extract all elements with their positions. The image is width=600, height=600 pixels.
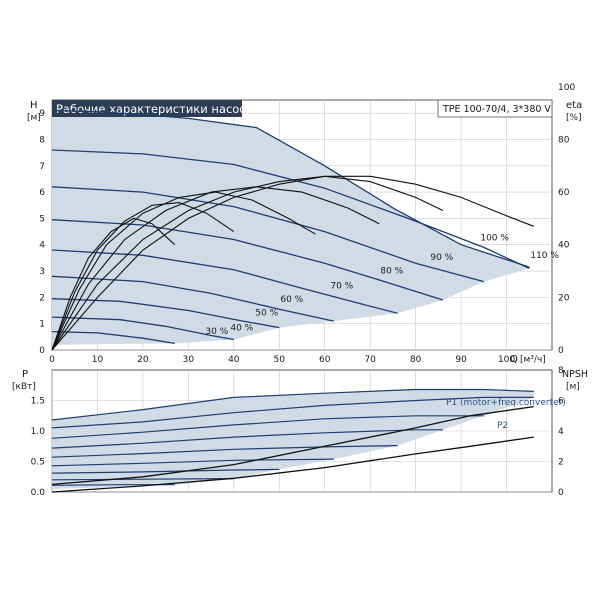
efficiency-curve (51, 186, 380, 351)
power-tick-label: 0.5 (31, 458, 45, 468)
title-box (52, 100, 242, 117)
head-curve (51, 316, 234, 341)
speed-label: 100 % (480, 233, 509, 243)
power-curve (51, 388, 534, 421)
head-axis-label: H (30, 100, 38, 111)
head-curve (51, 219, 444, 301)
head-curve (51, 275, 334, 322)
y-tick-label: 6 (39, 188, 45, 198)
eta-tick-label: 0 (558, 346, 564, 356)
head-ticks: 0 10 20 30 40 50 60 70 80 90 100012345678902040608… (39, 83, 575, 365)
eta-tick-label: 20 (558, 293, 570, 303)
speed-label: 80 % (380, 267, 403, 277)
eta-tick-label: 60 (558, 188, 570, 198)
power-area (52, 389, 534, 489)
y-tick-label: 1 (39, 320, 45, 330)
efficiency-curve (51, 191, 316, 351)
eta-tick-label: 40 (558, 241, 570, 251)
power-ticks: 0.0 0.5 1.0 1.5 0 2 4 6 8 (31, 366, 564, 498)
npsh-tick-label: 2 (558, 458, 564, 468)
x-tick-label: 70 (364, 355, 376, 365)
power-curves (51, 388, 534, 493)
power-curve (51, 415, 484, 439)
eta-tick-label: 100 (558, 83, 575, 93)
x-tick-label: 10 (92, 355, 104, 365)
y-tick-label: 9 (39, 109, 45, 119)
model-label-box (437, 99, 553, 118)
head-curves: 110 % 100 % 90 % 80 % 70 % 60 %50 %40 %30 % (51, 109, 559, 345)
eta-axis-unit: [%] (566, 113, 582, 123)
x-tick-label: 30 (183, 355, 195, 365)
speed-label: 110 % (530, 251, 559, 261)
x-tick-label: 20 (137, 355, 149, 365)
power-curve (51, 445, 398, 458)
eta-axis-label: eta (566, 100, 582, 111)
head-axis-unit: [м] (27, 113, 41, 123)
npsh-tick-label: 6 (558, 397, 564, 407)
npsh-tick-label: 4 (558, 427, 564, 437)
x-tick-label: 40 (228, 355, 240, 365)
power-curve (51, 458, 334, 467)
y-tick-label: 2 (39, 293, 45, 303)
npsh-axis-label: NPSH (562, 369, 588, 380)
flow-axis-unit: [м³/ч] (520, 355, 546, 365)
head-curve (51, 330, 175, 345)
x-tick-label: 90 (455, 355, 467, 365)
y-tick-label: 0 (39, 346, 45, 356)
efficiency-curve (51, 202, 235, 351)
y-tick-label: 5 (39, 214, 45, 224)
x-tick-label: 50 (274, 355, 286, 365)
head-curve (51, 298, 280, 329)
x-tick-label: 80 (410, 355, 422, 365)
npsh-tick-label: 0 (558, 488, 564, 498)
efficiency-curve (51, 175, 534, 351)
power-tick-label: 0.0 (31, 488, 46, 498)
chart-title: Рабочие характеристики насоса (56, 102, 253, 116)
x-tick-label: 60 (319, 355, 331, 365)
head-panel: Рабочие характеристики насоса TPE 100-70… (27, 83, 582, 365)
speed-label: 50 % (255, 309, 278, 319)
power-axis-label: P (22, 369, 28, 380)
speed-label: 30 % (205, 327, 228, 337)
speed-label: 70 % (330, 282, 353, 292)
power-panel: P [кВт] NPSH [м] P1 (motor+freq.converte… (12, 366, 588, 498)
x-tick-label: 100 (498, 355, 515, 365)
y-tick-label: 3 (39, 267, 45, 277)
speed-label: 90 % (430, 253, 453, 263)
head-curve (51, 109, 530, 268)
eta-tick-label: 80 (558, 135, 570, 145)
head-curve (51, 186, 484, 283)
npsh-axis-unit: [м] (566, 382, 580, 392)
npsh-tick-label: 8 (558, 366, 564, 376)
power-curve (51, 396, 534, 429)
eta-curves (51, 175, 534, 351)
y-tick-label: 4 (39, 241, 45, 251)
series-label-p1: P1 (motor+freq.converter) (446, 398, 566, 408)
y-tick-label: 8 (39, 135, 45, 145)
npsh-curve (51, 436, 534, 493)
power-tick-label: 1.5 (31, 397, 45, 407)
flow-axis-label: Q (510, 354, 518, 365)
head-curve (51, 149, 530, 269)
npsh-curve (51, 405, 534, 486)
efficiency-curve (51, 217, 176, 351)
power-curve (51, 478, 234, 481)
model-label: TPE 100-70/4, 3*380 V (442, 104, 551, 115)
power-curve (51, 429, 443, 449)
speed-label: 60 % (280, 295, 303, 305)
series-label-p2: P2 (497, 421, 508, 431)
speed-label: 40 % (230, 323, 253, 333)
power-axis-unit: [кВт] (12, 382, 36, 392)
y-tick-label: 7 (39, 162, 45, 172)
x-tick-label: 0 (49, 355, 55, 365)
power-tick-label: 1.0 (31, 427, 46, 437)
